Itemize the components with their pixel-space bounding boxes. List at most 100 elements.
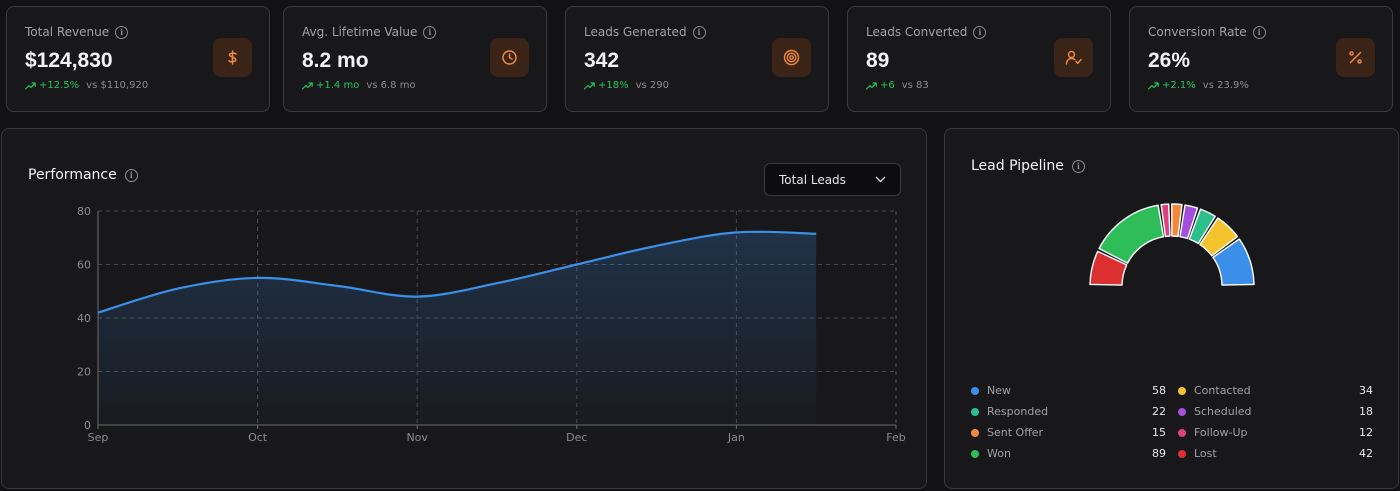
legend-item: Won 89 xyxy=(971,446,1166,461)
kpi-card: Total Revenue i $124,830 +12.5% vs $110,920 xyxy=(6,6,270,112)
donut-slice-follow-up[interactable] xyxy=(1160,203,1171,238)
kpi-label-text: Avg. Lifetime Value xyxy=(302,25,418,39)
legend-swatch xyxy=(971,428,979,437)
legend-label: Contacted xyxy=(1194,384,1251,397)
info-icon[interactable]: i xyxy=(423,25,437,39)
pipeline-title-text: Lead Pipeline xyxy=(971,158,1064,174)
target-icon xyxy=(783,49,800,66)
legend-label: Won xyxy=(987,447,1011,460)
user-check-icon xyxy=(1065,50,1082,65)
kpi-change-text: +6 xyxy=(880,80,895,91)
performance-title-text: Performance xyxy=(28,167,117,183)
legend-item: Responded 22 xyxy=(971,404,1166,419)
series-line xyxy=(97,230,817,314)
performance-card: 0 20 40 60 80 Sep Oct Nov Dec Jan Feb Performance … xyxy=(1,128,927,489)
donut-slice-sent-offer[interactable] xyxy=(1171,203,1183,238)
pipeline-donut-chart xyxy=(1089,203,1255,286)
kpi-icon-box xyxy=(1054,38,1093,77)
x-tick-label: Oct xyxy=(248,431,268,444)
kpi-change: +6 xyxy=(866,80,895,91)
clock-icon xyxy=(502,50,517,65)
y-tick-label: 40 xyxy=(77,312,91,325)
legend-label: Lost xyxy=(1194,447,1217,460)
lead-pipeline-card: Lead Pipeline i New 58 Contacted 34 Responde… xyxy=(944,128,1399,489)
kpi-label: Leads Converted i xyxy=(866,25,987,39)
chevron-down-icon xyxy=(875,176,886,183)
kpi-previous-value: vs 23.9% xyxy=(1202,80,1249,91)
legend-label: Responded xyxy=(987,405,1049,418)
y-tick-label: 60 xyxy=(77,259,91,272)
legend-item: Lost 42 xyxy=(1178,446,1373,461)
info-icon[interactable]: i xyxy=(973,25,987,39)
kpi-comparison: +2.1% vs 23.9% xyxy=(1148,80,1249,91)
kpi-change-text: +2.1% xyxy=(1162,80,1196,91)
kpi-icon-box xyxy=(772,38,811,77)
x-tick-label: Dec xyxy=(566,431,587,444)
kpi-comparison: +6 vs 83 xyxy=(866,80,929,91)
kpi-value: 8.2 mo xyxy=(302,49,369,72)
kpi-card: Leads Converted i 89 +6 vs 83 xyxy=(847,6,1111,112)
legend-swatch xyxy=(1178,407,1186,416)
legend-value: 89 xyxy=(1152,447,1166,460)
legend-item: New 58 xyxy=(971,383,1166,398)
legend-value: 42 xyxy=(1359,447,1373,460)
kpi-icon-box xyxy=(490,38,529,77)
info-icon[interactable]: i xyxy=(1252,25,1266,39)
donut-slice-contacted[interactable] xyxy=(1199,217,1239,257)
metric-select-value: Total Leads xyxy=(779,172,846,187)
performance-title: Performance i xyxy=(28,167,138,183)
donut-slice-scheduled[interactable] xyxy=(1179,204,1199,240)
pipeline-title: Lead Pipeline i xyxy=(971,158,1085,174)
legend-item: Scheduled 18 xyxy=(1178,404,1373,419)
metric-select[interactable]: Total Leads xyxy=(764,163,901,196)
x-tick-label: Nov xyxy=(406,431,428,444)
y-tick-label: 20 xyxy=(77,366,91,379)
kpi-change: +12.5% xyxy=(25,80,79,91)
x-tick-label: Sep xyxy=(88,431,109,444)
legend-label: Sent Offer xyxy=(987,426,1044,439)
info-icon[interactable]: i xyxy=(1071,159,1085,173)
kpi-label: Conversion Rate i xyxy=(1148,25,1266,39)
legend-swatch xyxy=(1178,449,1186,458)
kpi-card: Conversion Rate i 26% +2.1% vs 23.9% xyxy=(1129,6,1393,112)
y-tick-label: 0 xyxy=(84,419,91,432)
trend-up-icon xyxy=(584,81,595,90)
legend-value: 12 xyxy=(1359,426,1373,439)
kpi-change: +18% xyxy=(584,80,629,91)
legend-swatch xyxy=(971,386,979,395)
kpi-previous-value: vs 6.8 mo xyxy=(366,80,416,91)
donut-slice-new[interactable] xyxy=(1212,238,1255,286)
info-icon[interactable]: i xyxy=(124,168,138,182)
kpi-previous-value: vs $110,920 xyxy=(86,80,149,91)
donut-slice-responded[interactable] xyxy=(1188,208,1216,245)
kpi-change-text: +1.4 mo xyxy=(316,80,360,91)
donut-slice-lost[interactable] xyxy=(1089,250,1128,286)
kpi-label: Total Revenue i xyxy=(25,25,129,39)
kpi-label-text: Leads Converted xyxy=(866,25,968,39)
info-icon[interactable]: i xyxy=(115,25,129,39)
kpi-previous-value: vs 83 xyxy=(901,80,929,91)
legend-value: 18 xyxy=(1359,405,1373,418)
kpi-change-text: +18% xyxy=(598,80,629,91)
kpi-card: Leads Generated i 342 +18% vs 290 xyxy=(565,6,829,112)
kpi-comparison: +1.4 mo vs 6.8 mo xyxy=(302,80,416,91)
donut-slice-won[interactable] xyxy=(1098,204,1165,264)
legend-value: 22 xyxy=(1152,405,1166,418)
kpi-icon-box xyxy=(1336,38,1375,77)
info-icon[interactable]: i xyxy=(692,25,706,39)
kpi-change-text: +12.5% xyxy=(39,80,80,91)
legend-label: Follow-Up xyxy=(1194,426,1248,439)
kpi-label: Leads Generated i xyxy=(584,25,706,39)
kpi-label: Avg. Lifetime Value i xyxy=(302,25,437,39)
kpi-comparison: +18% vs 290 xyxy=(584,80,669,91)
kpi-previous-value: vs 290 xyxy=(635,80,670,91)
kpi-change: +1.4 mo xyxy=(302,80,359,91)
trend-up-icon xyxy=(25,81,36,90)
kpi-icon-box xyxy=(213,38,252,77)
kpi-label-text: Total Revenue xyxy=(25,25,110,39)
legend-value: 15 xyxy=(1152,426,1166,439)
kpi-value: $124,830 xyxy=(25,49,113,72)
legend-swatch xyxy=(1178,386,1186,395)
legend-value: 34 xyxy=(1359,384,1373,397)
pipeline-legend: New 58 Contacted 34 Responded 22 Scheduled 18 Se… xyxy=(971,383,1373,461)
